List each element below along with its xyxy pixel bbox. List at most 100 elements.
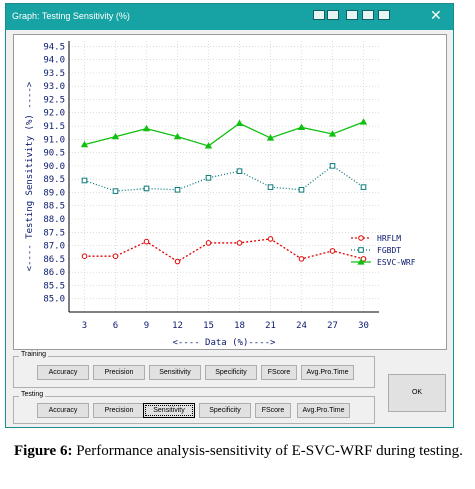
x-tick-label: 30 <box>358 321 369 331</box>
legend-marker-esvc-wrf <box>357 258 365 265</box>
series-line-hrflm <box>84 238 364 263</box>
training-sensitivity-button[interactable]: Sensitivity <box>149 365 201 380</box>
chart-toolbar-icon[interactable] <box>313 10 325 20</box>
y-tick-label: 94.0 <box>43 56 65 66</box>
y-tick-label: 91.5 <box>43 122 65 132</box>
figure-caption: Figure 6: Performance analysis-sensitivi… <box>14 441 464 461</box>
y-tick-label: 94.5 <box>43 42 65 52</box>
graph-window: Graph: Testing Sensitivity (%) ✕ 85.0 85.… <box>5 3 454 428</box>
x-tick-label: 18 <box>234 321 245 331</box>
data-point-hrflm <box>112 253 119 260</box>
training-accuracy-button[interactable]: Accuracy <box>37 365 89 380</box>
title-bar[interactable]: Graph: Testing Sensitivity (%) ✕ <box>6 4 453 30</box>
y-tick-label: 85.5 <box>43 281 65 291</box>
x-tick-label: 24 <box>296 321 307 331</box>
data-point-esvc-wrf <box>204 142 213 149</box>
data-point-esvc-wrf <box>328 130 337 137</box>
legend-label-esvc-wrf: ESVC-WRF <box>377 258 416 267</box>
data-point-fgbdt <box>143 185 150 192</box>
data-point-fgbdt <box>174 186 181 193</box>
y-tick-label: 88.0 <box>43 215 65 225</box>
data-point-fgbdt <box>360 184 367 190</box>
x-tick-label: 15 <box>203 321 214 331</box>
testing-sensitivity-button[interactable]: Sensitivity <box>143 403 195 418</box>
testing-accuracy-button[interactable]: Accuracy <box>37 403 89 418</box>
x-tick-label: 6 <box>113 321 118 331</box>
data-point-fgbdt <box>81 177 88 184</box>
y-tick-label: 90.5 <box>43 149 65 159</box>
y-tick-label: 87.5 <box>43 228 65 238</box>
y-tick-label: 89.5 <box>43 175 65 185</box>
data-point-fgbdt <box>329 163 336 169</box>
window-title: Graph: Testing Sensitivity (%) <box>12 11 130 21</box>
data-point-esvc-wrf <box>359 118 368 125</box>
y-tick-label: 85.0 <box>43 295 65 305</box>
legend-label-hrflm: HRFLM <box>377 234 401 243</box>
chart-toolbar-icon[interactable] <box>327 10 339 20</box>
chart-toolbar-icon[interactable] <box>378 10 390 20</box>
chart-toolbar-icon[interactable] <box>362 10 374 20</box>
data-point-esvc-wrf <box>266 134 275 141</box>
series-line-fgbdt <box>84 165 364 192</box>
y-axis-label: <---- Testing Sensitivity (%) ----> <box>25 81 35 271</box>
data-point-esvc-wrf <box>80 140 89 148</box>
y-tick-label: 92.5 <box>43 95 65 105</box>
x-tick-label: 12 <box>172 321 183 331</box>
y-tick-label: 92.0 <box>43 109 65 119</box>
chart-svg: 85.0 85.5 86.0 86.5 87.0 87.5 88.0 88.5 89.0 89.5… <box>25 41 416 348</box>
chart-toolbar-icon[interactable] <box>346 10 358 20</box>
testing-specificity-button[interactable]: Specificity <box>199 403 251 418</box>
data-point-fgbdt <box>267 184 274 190</box>
y-tick-label: 86.0 <box>43 268 65 278</box>
x-tick-label: 21 <box>265 321 276 331</box>
testing-group: Testing <box>13 391 375 424</box>
data-point-fgbdt <box>112 188 119 194</box>
data-point-esvc-wrf <box>142 124 151 132</box>
y-tick-label: 93.5 <box>43 69 65 79</box>
data-point-hrflm <box>174 258 181 265</box>
close-icon[interactable]: ✕ <box>430 8 442 24</box>
y-tick-label: 87.0 <box>43 242 65 252</box>
chart-area: 85.0 85.5 86.0 86.5 87.0 87.5 88.0 88.5 89.0 89.5… <box>13 34 447 350</box>
data-point-fgbdt <box>236 168 243 174</box>
x-axis-label: <---- Data (%)----> <box>173 338 277 348</box>
data-point-esvc-wrf <box>111 132 120 140</box>
legend-marker-fgbdt <box>358 247 364 253</box>
training-group: Training <box>13 351 375 388</box>
y-tick-label: 88.5 <box>43 202 65 212</box>
y-tick-label: 86.5 <box>43 255 65 265</box>
data-point-esvc-wrf <box>297 123 306 130</box>
ok-button[interactable]: OK <box>388 374 446 412</box>
training-fscore-button[interactable]: FScore <box>261 365 297 380</box>
data-point-hrflm <box>143 238 150 245</box>
y-tick-label: 93.0 <box>43 82 65 92</box>
legend-label-fgbdt: FGBDT <box>377 246 401 255</box>
y-tick-label: 91.0 <box>43 135 65 145</box>
y-tick-label: 89.0 <box>43 188 65 198</box>
testing-label: Testing <box>19 391 46 398</box>
caption-text: Performance analysis-sensitivity of E-SV… <box>72 443 463 459</box>
series-line-esvc-wrf <box>84 121 364 147</box>
training-avg-pro-time-button[interactable]: Avg.Pro.Time <box>301 365 354 380</box>
data-point-fgbdt <box>205 175 212 181</box>
training-specificity-button[interactable]: Specificity <box>205 365 257 380</box>
testing-fscore-button[interactable]: FScore <box>255 403 291 418</box>
training-precision-button[interactable]: Precision <box>93 365 145 380</box>
x-tick-label: 3 <box>82 321 87 331</box>
x-tick-label: 9 <box>144 321 149 331</box>
data-point-hrflm <box>205 240 212 246</box>
data-point-hrflm <box>81 253 88 260</box>
legend-marker-hrflm <box>358 235 364 241</box>
testing-precision-button[interactable]: Precision <box>93 403 145 418</box>
data-point-hrflm <box>267 236 274 242</box>
data-point-hrflm <box>329 248 336 254</box>
data-point-hrflm <box>236 240 243 246</box>
data-point-hrflm <box>298 256 305 262</box>
y-tick-label: 90.0 <box>43 162 65 172</box>
data-point-fgbdt <box>298 186 305 193</box>
data-point-esvc-wrf <box>235 119 244 126</box>
testing-avg-pro-time-button[interactable]: Avg.Pro.Time <box>297 403 350 418</box>
data-point-esvc-wrf <box>173 132 182 140</box>
caption-label: Figure 6: <box>14 443 73 459</box>
x-tick-label: 27 <box>327 321 338 331</box>
